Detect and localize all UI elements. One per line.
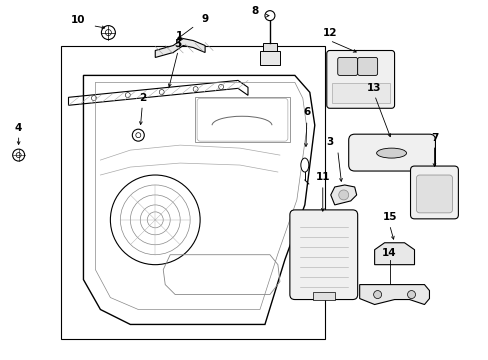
Text: 10: 10 <box>71 15 85 24</box>
Text: 5: 5 <box>174 39 182 49</box>
FancyBboxPatch shape <box>416 175 451 213</box>
Circle shape <box>91 95 96 100</box>
Polygon shape <box>359 285 428 305</box>
Bar <box>312 292 334 300</box>
Circle shape <box>136 133 141 138</box>
Text: 13: 13 <box>366 84 380 93</box>
Bar <box>331 84 389 103</box>
Bar <box>195 97 289 142</box>
Text: 3: 3 <box>325 137 333 147</box>
Text: 14: 14 <box>382 248 396 258</box>
Text: 15: 15 <box>382 212 396 222</box>
Circle shape <box>338 190 348 200</box>
Circle shape <box>16 153 21 158</box>
Polygon shape <box>330 185 356 205</box>
Polygon shape <box>155 39 204 58</box>
Text: 6: 6 <box>303 107 310 117</box>
Ellipse shape <box>300 158 308 172</box>
Circle shape <box>159 90 164 95</box>
Ellipse shape <box>376 148 406 158</box>
FancyBboxPatch shape <box>337 58 357 75</box>
Circle shape <box>125 93 130 98</box>
Circle shape <box>132 129 144 141</box>
Circle shape <box>407 291 415 298</box>
FancyBboxPatch shape <box>326 50 394 108</box>
Circle shape <box>218 84 223 89</box>
Bar <box>260 51 279 66</box>
Bar <box>263 42 276 53</box>
FancyBboxPatch shape <box>357 58 377 75</box>
FancyBboxPatch shape <box>289 210 357 300</box>
Text: 7: 7 <box>430 133 437 143</box>
Polygon shape <box>374 243 414 265</box>
Circle shape <box>373 291 381 298</box>
Circle shape <box>13 149 24 161</box>
FancyBboxPatch shape <box>410 166 457 219</box>
Circle shape <box>193 87 198 91</box>
Text: 2: 2 <box>139 93 145 103</box>
Bar <box>61 45 324 339</box>
Circle shape <box>105 30 111 36</box>
Text: 1: 1 <box>175 31 183 41</box>
Text: 4: 4 <box>15 123 22 133</box>
FancyBboxPatch shape <box>348 134 435 171</box>
Circle shape <box>264 11 274 21</box>
Text: 12: 12 <box>322 28 336 37</box>
Text: 11: 11 <box>315 172 329 182</box>
Circle shape <box>101 26 115 40</box>
Text: 8: 8 <box>251 6 258 15</box>
Text: 9: 9 <box>201 14 208 24</box>
